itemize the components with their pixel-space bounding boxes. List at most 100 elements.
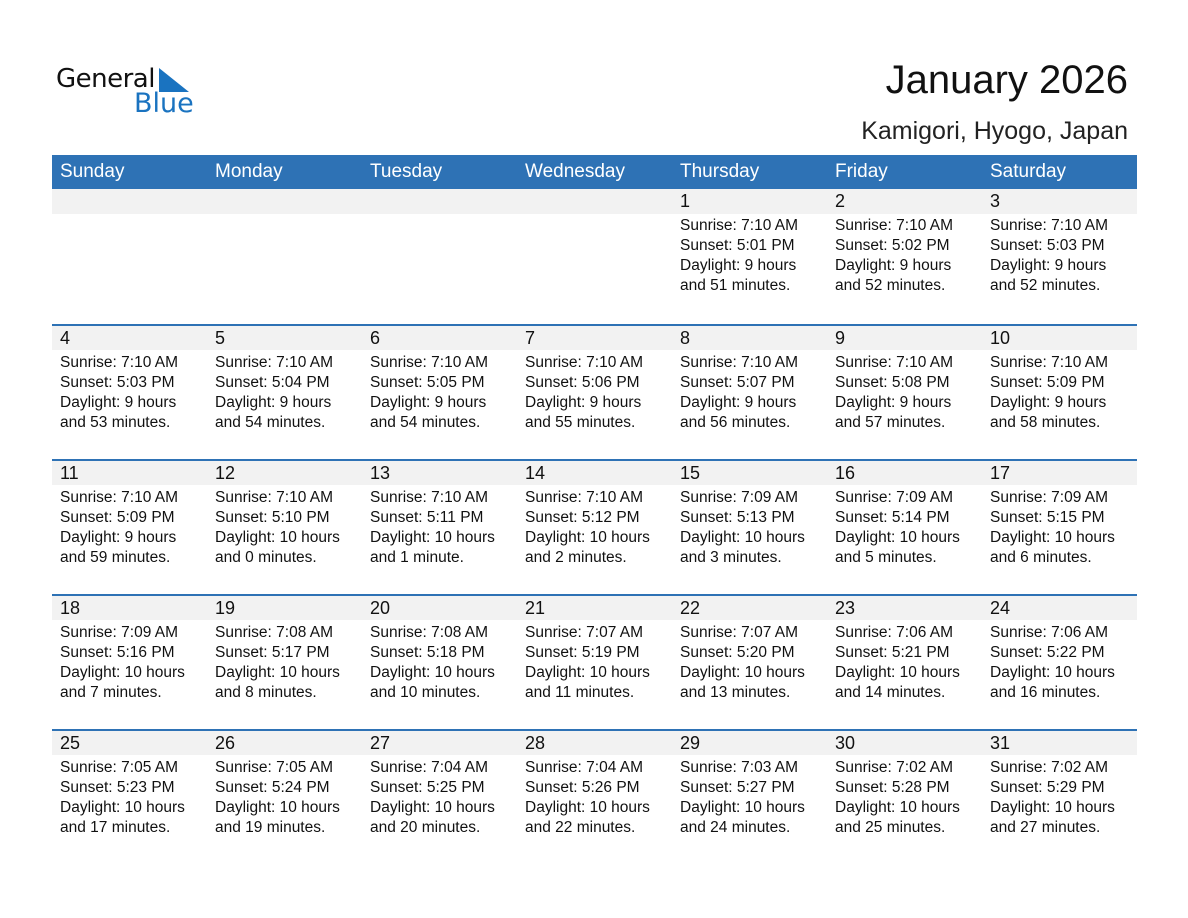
week-row: 1 Sunrise: 7:10 AM Sunset: 5:01 PM Daylight… (52, 189, 1137, 324)
daylight-text: and 13 minutes. (680, 684, 791, 701)
daylight-text: and 11 minutes. (525, 684, 635, 701)
sunrise-text: Sunrise: 7:10 AM (215, 354, 334, 371)
daylight-text: Daylight: 10 hours (680, 664, 805, 681)
day-number-band (362, 596, 517, 620)
daylight-text: Daylight: 10 hours (680, 799, 805, 816)
daylight-text: Daylight: 10 hours (990, 799, 1115, 816)
sunset-text: Sunset: 5:27 PM (680, 779, 795, 796)
day-info: Sunrise: 7:10 AM Sunset: 5:09 PM Daylight:… (60, 488, 178, 568)
daylight-text: Daylight: 10 hours (525, 799, 650, 816)
day-cell: 5 Sunrise: 7:10 AM Sunset: 5:04 PM Daylight… (207, 326, 362, 459)
day-cell (517, 189, 672, 324)
day-number: 13 (370, 463, 391, 483)
sunrise-text: Sunrise: 7:10 AM (525, 354, 644, 371)
day-number: 23 (835, 598, 856, 618)
day-cell: 6 Sunrise: 7:10 AM Sunset: 5:05 PM Daylight… (362, 326, 517, 459)
sunset-text: Sunset: 5:11 PM (370, 509, 484, 526)
daylight-text: and 27 minutes. (990, 819, 1101, 836)
day-info: Sunrise: 7:10 AM Sunset: 5:10 PM Daylight:… (215, 488, 340, 568)
daylight-text: Daylight: 10 hours (60, 664, 185, 681)
sunrise-text: Sunrise: 7:04 AM (370, 759, 489, 776)
daylight-text: Daylight: 10 hours (215, 799, 340, 816)
daylight-text: Daylight: 10 hours (370, 799, 495, 816)
day-number: 6 (370, 328, 381, 348)
sunset-text: Sunset: 5:04 PM (215, 374, 330, 391)
sunset-text: Sunset: 5:23 PM (60, 779, 175, 796)
sunrise-text: Sunrise: 7:05 AM (215, 759, 334, 776)
sunset-text: Sunset: 5:08 PM (835, 374, 950, 391)
day-info: Sunrise: 7:08 AM Sunset: 5:18 PM Daylight:… (370, 623, 495, 703)
day-cell: 18 Sunrise: 7:09 AM Sunset: 5:16 PM Dayligh… (52, 596, 207, 729)
day-cell: 14 Sunrise: 7:10 AM Sunset: 5:12 PM Dayligh… (517, 461, 672, 594)
daylight-text: and 52 minutes. (990, 277, 1101, 294)
logo-triangle-icon (159, 68, 189, 92)
day-cell: 23 Sunrise: 7:06 AM Sunset: 5:21 PM Dayligh… (827, 596, 982, 729)
day-cell: 4 Sunrise: 7:10 AM Sunset: 5:03 PM Daylight… (52, 326, 207, 459)
sunset-text: Sunset: 5:26 PM (525, 779, 640, 796)
day-number: 14 (525, 463, 546, 483)
day-number: 5 (215, 328, 226, 348)
day-info: Sunrise: 7:07 AM Sunset: 5:19 PM Daylight:… (525, 623, 650, 703)
weekday-thursday: Thursday (680, 161, 760, 182)
day-info: Sunrise: 7:06 AM Sunset: 5:22 PM Daylight:… (990, 623, 1115, 703)
sunset-text: Sunset: 5:09 PM (60, 509, 175, 526)
sunrise-text: Sunrise: 7:06 AM (835, 624, 954, 641)
sunrise-text: Sunrise: 7:09 AM (835, 489, 954, 506)
day-number: 22 (680, 598, 701, 618)
day-number: 9 (835, 328, 846, 348)
daylight-text: and 56 minutes. (680, 414, 791, 431)
day-number-band (52, 326, 207, 350)
day-number-band (672, 596, 827, 620)
daylight-text: Daylight: 9 hours (215, 394, 332, 411)
daylight-text: Daylight: 10 hours (835, 664, 960, 681)
daylight-text: Daylight: 9 hours (525, 394, 642, 411)
daylight-text: Daylight: 9 hours (835, 394, 952, 411)
sunset-text: Sunset: 5:29 PM (990, 779, 1105, 796)
day-number-band (827, 326, 982, 350)
sunset-text: Sunset: 5:06 PM (525, 374, 640, 391)
daylight-text: Daylight: 10 hours (835, 529, 960, 546)
sunrise-text: Sunrise: 7:02 AM (835, 759, 954, 776)
sunset-text: Sunset: 5:13 PM (680, 509, 795, 526)
sunrise-text: Sunrise: 7:03 AM (680, 759, 799, 776)
day-number-band (827, 596, 982, 620)
day-number-band (52, 189, 207, 214)
daylight-text: and 17 minutes. (60, 819, 171, 836)
day-cell: 31 Sunrise: 7:02 AM Sunset: 5:29 PM Dayligh… (982, 731, 1137, 864)
day-number: 3 (990, 191, 1001, 211)
daylight-text: and 10 minutes. (370, 684, 481, 701)
day-number: 21 (525, 598, 546, 618)
week-row: 11 Sunrise: 7:10 AM Sunset: 5:09 PM Dayligh… (52, 459, 1137, 594)
sunrise-text: Sunrise: 7:10 AM (60, 489, 179, 506)
weekday-header: Sunday Monday Tuesday Wednesday Thursday Frid… (52, 155, 1137, 189)
day-number-band (517, 731, 672, 755)
day-cell: 21 Sunrise: 7:07 AM Sunset: 5:19 PM Dayligh… (517, 596, 672, 729)
day-info: Sunrise: 7:10 AM Sunset: 5:01 PM Daylight:… (680, 216, 798, 296)
weekday-friday: Friday (835, 161, 888, 182)
day-cell: 22 Sunrise: 7:07 AM Sunset: 5:20 PM Dayligh… (672, 596, 827, 729)
day-cell: 20 Sunrise: 7:08 AM Sunset: 5:18 PM Dayligh… (362, 596, 517, 729)
daylight-text: and 7 minutes. (60, 684, 162, 701)
day-number: 31 (990, 733, 1011, 753)
daylight-text: and 59 minutes. (60, 549, 171, 566)
day-number-band (982, 189, 1137, 214)
day-number-band (517, 326, 672, 350)
day-number-band (827, 189, 982, 214)
daylight-text: Daylight: 9 hours (60, 529, 177, 546)
day-number-band (827, 731, 982, 755)
day-info: Sunrise: 7:10 AM Sunset: 5:02 PM Daylight:… (835, 216, 953, 296)
sunrise-text: Sunrise: 7:08 AM (215, 624, 334, 641)
day-info: Sunrise: 7:10 AM Sunset: 5:04 PM Daylight:… (215, 353, 333, 433)
weekday-wednesday: Wednesday (525, 161, 625, 182)
day-info: Sunrise: 7:09 AM Sunset: 5:15 PM Daylight:… (990, 488, 1115, 568)
day-number: 11 (60, 463, 79, 483)
day-info: Sunrise: 7:10 AM Sunset: 5:12 PM Daylight:… (525, 488, 650, 568)
daylight-text: Daylight: 9 hours (370, 394, 487, 411)
sunset-text: Sunset: 5:07 PM (680, 374, 795, 391)
daylight-text: and 51 minutes. (680, 277, 791, 294)
daylight-text: Daylight: 10 hours (60, 799, 185, 816)
day-info: Sunrise: 7:04 AM Sunset: 5:25 PM Daylight:… (370, 758, 495, 838)
day-number: 2 (835, 191, 846, 211)
sunset-text: Sunset: 5:09 PM (990, 374, 1105, 391)
day-info: Sunrise: 7:06 AM Sunset: 5:21 PM Daylight:… (835, 623, 960, 703)
